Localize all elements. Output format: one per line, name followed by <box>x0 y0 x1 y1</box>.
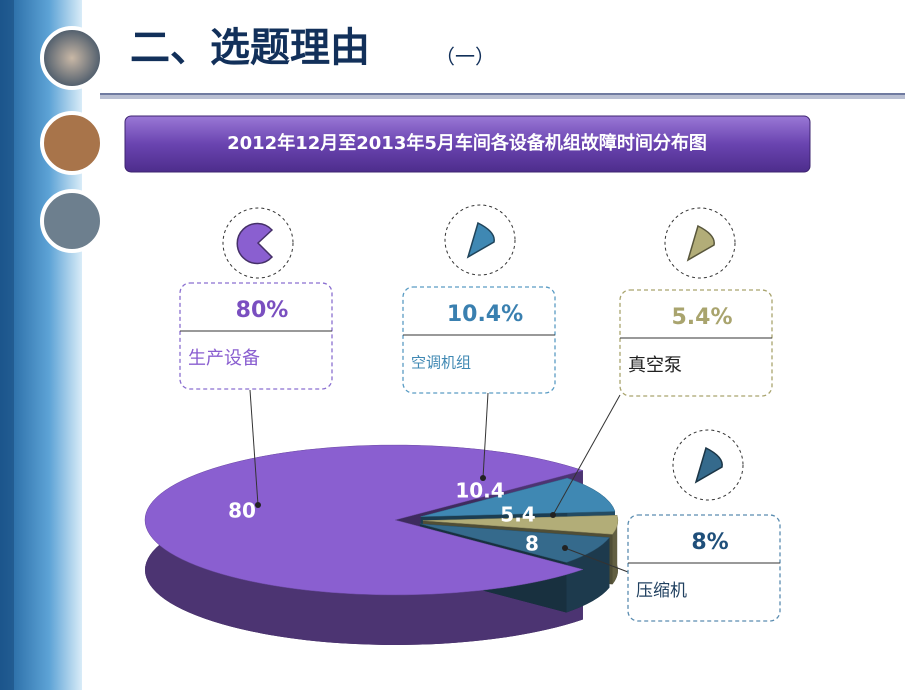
slice-label: 10.4 <box>455 479 504 503</box>
slice-label: 80 <box>228 499 256 523</box>
photo-icon <box>40 26 104 90</box>
photo-icon <box>40 189 104 253</box>
icon-ring <box>444 204 516 276</box>
slice-label: 5.4 <box>500 503 535 527</box>
slice <box>420 477 616 517</box>
icon-wedge <box>466 221 495 259</box>
icon-ring <box>664 207 736 279</box>
slice-side <box>566 537 610 613</box>
pie: 80 10.45.4 8 <box>144 444 619 646</box>
slice-label: 8 <box>525 532 539 556</box>
callout-value: 10.4% <box>447 302 523 327</box>
slice <box>422 515 619 535</box>
connector <box>249 389 259 506</box>
icon-wedge <box>686 224 715 262</box>
connector <box>482 392 489 479</box>
title-rule <box>100 93 905 99</box>
connector-dot <box>255 502 261 508</box>
callout-name: 空调机组 <box>411 354 471 372</box>
callout-name: 生产设备 <box>188 348 260 369</box>
photo-icon <box>40 111 104 175</box>
icon-wedge <box>236 222 274 265</box>
title-rule-top <box>100 93 905 95</box>
callout-box <box>402 286 556 394</box>
callouts: 80% 生产设备 10.4% 空调机组 5.4% 真空泵 8% 压缩机 <box>179 204 781 622</box>
chart-title-band <box>124 115 811 173</box>
callout-box <box>619 289 773 397</box>
icon-wedge <box>694 446 723 484</box>
callout-value: 80% <box>236 298 289 323</box>
connector <box>564 547 629 573</box>
icon-ring <box>672 429 744 501</box>
callout-value: 8% <box>691 530 728 555</box>
callout-value: 5.4% <box>671 305 732 330</box>
icon-ring <box>222 207 294 279</box>
callout-name: 压缩机 <box>636 581 687 601</box>
callout-box <box>627 514 781 622</box>
connector-dot <box>480 475 486 481</box>
connector-dot <box>550 512 556 518</box>
connector <box>552 394 621 516</box>
connector-dot <box>562 545 568 551</box>
side-strip-dark <box>0 0 14 690</box>
callout-name: 真空泵 <box>628 355 682 376</box>
slice <box>144 444 584 596</box>
slide-title: 二、选题理由 <box>130 25 370 71</box>
callout-box <box>179 282 333 390</box>
slice <box>419 523 610 563</box>
chart-title: 2012年12月至2013年5月车间各设备机组故障时间分布图 <box>227 132 707 154</box>
slide-subtitle: （一） <box>435 45 495 69</box>
